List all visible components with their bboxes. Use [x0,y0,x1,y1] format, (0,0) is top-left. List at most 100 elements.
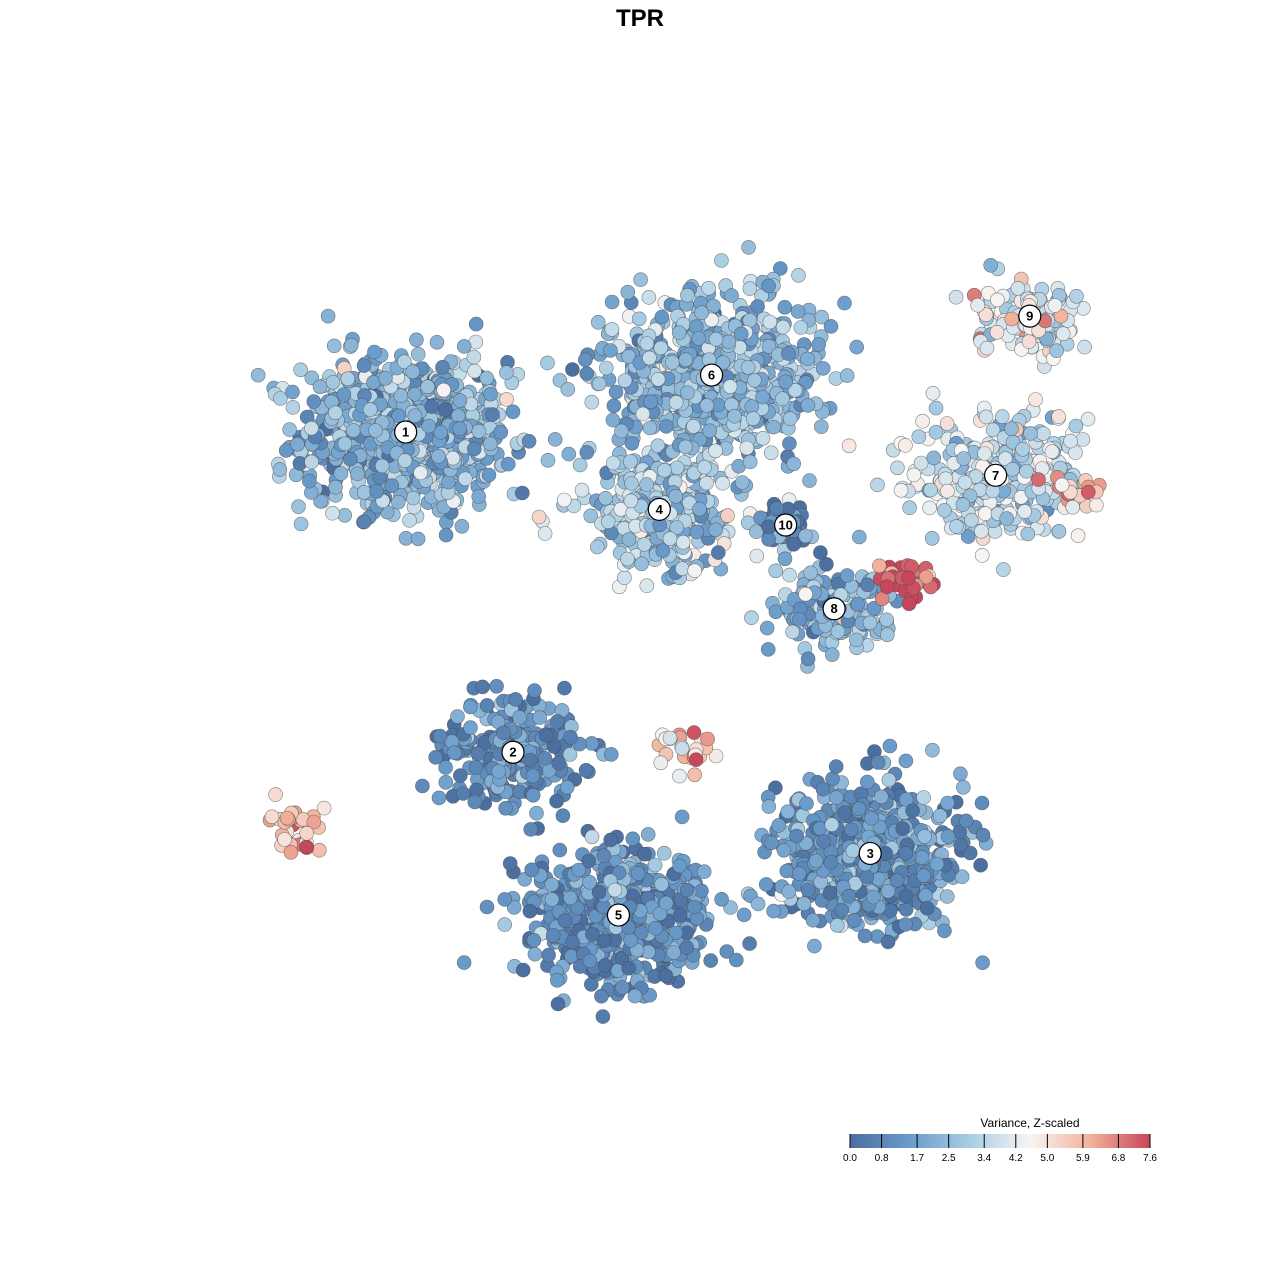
data-point [1028,392,1043,407]
data-point [479,370,495,386]
data-point [839,568,855,583]
data-point [282,422,297,437]
data-point [571,862,587,878]
data-point [785,624,800,640]
data-point [834,902,850,918]
data-point [708,443,723,459]
data-point [605,455,621,471]
data-point [911,429,927,445]
data-point [850,596,866,612]
data-point [621,532,637,547]
data-point [978,409,994,425]
data-point [848,632,864,648]
data-point [862,615,878,631]
data-point [655,543,671,559]
data-point [680,385,695,401]
data-point [701,280,716,296]
data-point [565,934,580,950]
data-point [823,854,839,870]
data-point [452,421,468,437]
data-point [828,759,844,774]
data-point [979,340,995,356]
data-point [337,436,353,452]
data-point [551,755,567,771]
data-point [467,363,482,379]
data-point [906,467,922,483]
data-point [793,320,809,335]
data-point [483,386,498,402]
data-point [803,565,818,581]
data-point [623,932,638,948]
data-point [786,456,802,472]
data-point [696,864,712,880]
data-point [1063,433,1078,449]
data-point [1020,526,1036,542]
data-point [625,831,641,847]
data-point [989,324,1005,340]
data-point [916,868,932,884]
data-point [457,471,473,487]
data-point [996,562,1011,577]
data-point [485,407,500,422]
data-point [420,379,436,395]
data-point [926,450,942,466]
data-point [590,314,606,330]
data-point [822,885,838,901]
data-point [374,458,390,474]
data-point [650,371,666,387]
cluster-label-4: 4 [647,497,671,521]
data-point [739,440,755,456]
cluster-label-8: 8 [822,597,846,621]
data-point [949,519,964,534]
data-point [779,863,795,879]
data-point [527,683,542,698]
legend-tick-label: 5.0 [1040,1153,1054,1164]
data-point [512,710,527,725]
data-point [977,446,992,461]
data-point [591,376,607,392]
data-point [579,445,595,460]
data-point [1047,298,1063,313]
data-point [603,343,618,358]
data-point [657,462,672,478]
data-point [837,295,852,311]
data-point [325,374,341,390]
data-point [346,423,361,438]
data-point [815,781,831,797]
data-point [977,506,993,521]
data-point [923,482,938,498]
data-point [939,889,955,904]
data-point [328,405,343,421]
data-point [714,253,729,268]
data-point [881,772,897,788]
data-point [450,709,465,724]
data-point [975,955,990,971]
data-point [532,710,548,725]
data-point [340,371,356,387]
data-point [306,394,322,409]
data-point [584,394,600,410]
legend-tick-label: 6.8 [1111,1153,1125,1164]
cluster-label-text: 1 [402,425,409,440]
data-point [672,768,687,784]
cluster-label-text: 2 [509,745,516,760]
data-point [829,917,845,933]
data-point [291,499,306,515]
data-point [879,579,895,595]
data-point [815,361,831,376]
data-point [636,537,652,552]
data-point [368,423,383,438]
data-point [792,612,807,627]
data-point [264,809,280,825]
data-point [734,475,750,490]
data-point [500,456,516,472]
data-point [562,890,578,906]
data-point [421,418,437,434]
data-point [424,399,440,414]
data-point [489,678,504,694]
data-point [624,476,639,491]
data-point [800,398,816,413]
data-point [635,406,651,422]
data-point [617,373,633,388]
data-point [529,805,544,821]
